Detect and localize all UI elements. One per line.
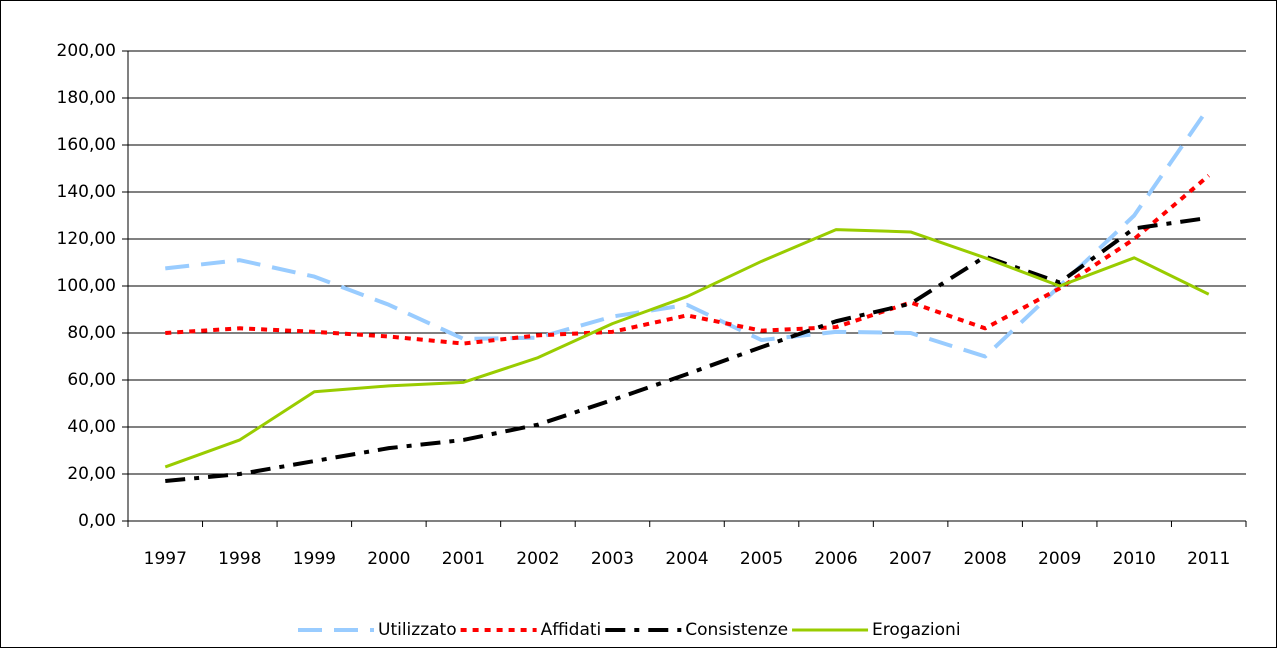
y-tick-label: 80,00 xyxy=(67,323,116,343)
x-tick-label: 2001 xyxy=(442,549,485,569)
legend-label: Utilizzato xyxy=(378,620,457,640)
y-tick-label: 40,00 xyxy=(67,417,116,437)
legend-label: Erogazioni xyxy=(872,620,961,640)
x-tick-label: 2007 xyxy=(889,549,932,569)
y-tick-label: 60,00 xyxy=(67,370,116,390)
y-tick-label: 160,00 xyxy=(57,135,116,155)
x-tick-label: 2009 xyxy=(1038,549,1081,569)
x-tick-label: 2002 xyxy=(516,549,559,569)
x-tick-label: 1998 xyxy=(218,549,261,569)
series-line xyxy=(164,228,1210,469)
x-tick-label: 2004 xyxy=(665,549,708,569)
y-tick-label: 180,00 xyxy=(57,88,116,108)
y-tick-label: 200,00 xyxy=(57,41,116,61)
x-tick-label: 2003 xyxy=(591,549,634,569)
series-line xyxy=(165,174,1211,346)
y-tick-label: 140,00 xyxy=(57,182,116,202)
x-tick-label: 1997 xyxy=(144,549,187,569)
legend-label: Consistenze xyxy=(685,620,788,640)
series-line xyxy=(165,215,1210,484)
x-tick-label: 2005 xyxy=(740,549,783,569)
series-line xyxy=(165,106,1211,359)
x-tick-label: 2011 xyxy=(1187,549,1230,569)
y-tick-label: 120,00 xyxy=(57,229,116,249)
y-tick-label: 20,00 xyxy=(67,464,116,484)
x-tick-label: 2000 xyxy=(367,549,410,569)
legend-label: Affidati xyxy=(541,620,602,640)
x-tick-label: 2006 xyxy=(814,549,857,569)
y-tick-label: 100,00 xyxy=(57,276,116,296)
y-tick-label: 0,00 xyxy=(78,511,116,531)
x-tick-label: 2008 xyxy=(964,549,1007,569)
x-tick-label: 2010 xyxy=(1113,549,1156,569)
x-tick-label: 1999 xyxy=(293,549,336,569)
